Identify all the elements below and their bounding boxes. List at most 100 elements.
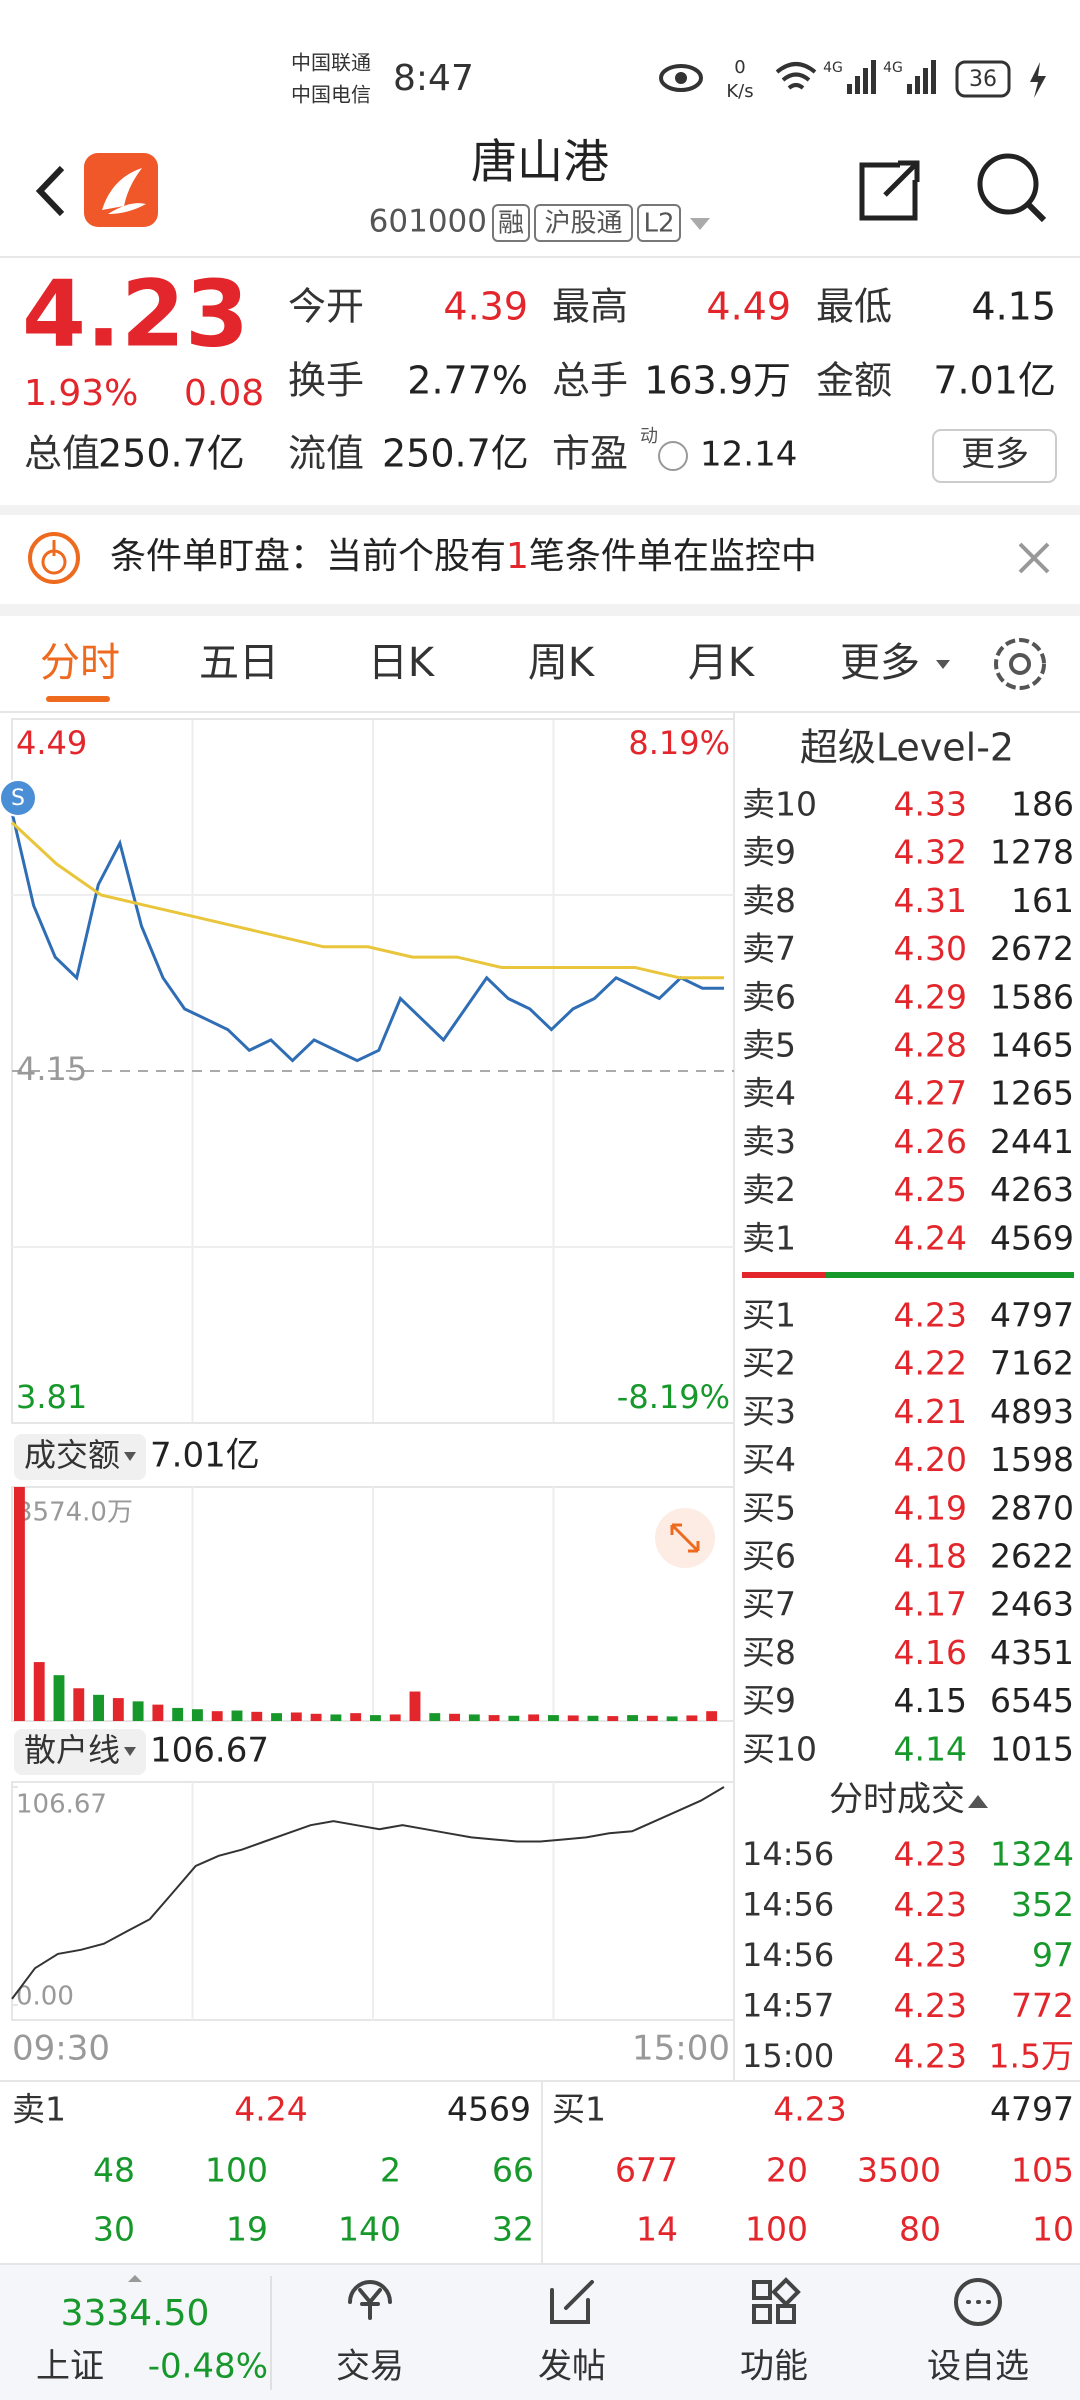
more-button[interactable]: [932, 429, 1057, 483]
book-price: 4.28: [894, 1026, 967, 1065]
battery-frame: [955, 60, 1011, 98]
book-price: 4.24: [894, 1218, 967, 1257]
book-volume: 1586: [990, 977, 1074, 1016]
alert-icon: [28, 532, 80, 584]
book-volume: 1278: [990, 833, 1074, 872]
nav-item[interactable]: 功能: [740, 2347, 808, 2387]
volume-bar: [93, 1694, 104, 1721]
close-button[interactable]: [1018, 542, 1050, 574]
volume-bar: [706, 1711, 718, 1721]
book-price: 4.30: [894, 929, 967, 968]
net-speed: 0: [734, 57, 745, 78]
field-value: 250.7亿: [98, 432, 245, 476]
book-volume: 2672: [990, 929, 1074, 968]
alert-suffix: 笔条件单在监控中: [529, 536, 817, 577]
signal-bar: [847, 84, 852, 94]
nav-icon: [348, 2280, 392, 2320]
book-volume: 6545: [990, 1681, 1074, 1720]
chart-tab[interactable]: 分时: [40, 640, 120, 686]
queue-order: 14: [636, 2210, 678, 2249]
volume-bar: [587, 1715, 599, 1721]
settings-button: [1009, 653, 1031, 675]
book-volume: 2870: [990, 1488, 1074, 1527]
y-tick-label: 106.67: [16, 1790, 107, 1820]
stock-tag: L2: [643, 209, 674, 239]
book-volume: 4797: [990, 1296, 1074, 1335]
volume-bar: [429, 1713, 441, 1721]
book-volume: 161: [1011, 881, 1074, 920]
settings-button[interactable]: [994, 638, 1046, 690]
dropdown-arrow: [936, 660, 950, 669]
volume-bar: [14, 1487, 25, 1721]
book-label: 卖10: [742, 785, 817, 824]
field-value: 4.39: [443, 285, 528, 329]
signal-bar: [907, 84, 912, 94]
trade-price: 4.23: [894, 2037, 967, 2076]
field-label: 市盈: [552, 432, 628, 476]
dropdown-arrow: [124, 1747, 136, 1756]
field-value: 163.9万: [644, 359, 791, 403]
queue-order: 20: [766, 2151, 808, 2190]
signal-marker: [0, 779, 37, 817]
book-volume: 1015: [990, 1729, 1074, 1768]
trade-time: 15:00: [742, 2037, 834, 2075]
share-button[interactable]: [859, 160, 920, 221]
signal-label: 4G: [823, 60, 843, 76]
book-price: 4.25: [894, 1170, 967, 1209]
stock-code: 601000: [369, 204, 487, 240]
trade-time: 14:56: [742, 1886, 834, 1924]
charging-icon: [1030, 62, 1046, 98]
chart-tab[interactable]: 日K: [368, 640, 436, 686]
volume-bar: [488, 1715, 500, 1721]
book-label: 卖4: [742, 1074, 796, 1113]
book-label: 买2: [742, 1344, 796, 1383]
chart-tab[interactable]: 更多: [840, 640, 920, 686]
chart-tab[interactable]: 五日: [199, 640, 279, 686]
nav-item[interactable]: 发帖: [538, 2347, 606, 2387]
book-label: 卖9: [742, 833, 796, 872]
volume-bar: [508, 1715, 520, 1721]
expand-icon: [670, 1523, 700, 1553]
battery-level: 36: [969, 67, 997, 92]
chart-tab[interactable]: 月K: [688, 640, 756, 686]
book-label: 卖7: [742, 929, 796, 968]
label-chip: [14, 1729, 146, 1775]
chart-current: 106.67: [150, 1731, 269, 1771]
nav-item[interactable]: 交易: [336, 2347, 404, 2387]
queue-volume: 4797: [990, 2090, 1074, 2129]
volume-bar: [646, 1715, 658, 1721]
field-label: 换手: [288, 359, 364, 403]
stock-title: 唐山港: [471, 135, 609, 189]
more-button-label[interactable]: 更多: [961, 435, 1029, 475]
series-line: [11, 1786, 725, 2000]
queue-price: 4.23: [773, 2090, 846, 2129]
chart-tab[interactable]: 周K: [528, 640, 596, 686]
signal-bar: [923, 68, 928, 94]
queue-order: 30: [93, 2210, 135, 2249]
signal-bar: [871, 60, 876, 94]
queue-label: 卖1: [12, 2090, 66, 2129]
chart-label: 散户线: [24, 1731, 120, 1769]
book-label: 卖1: [742, 1218, 796, 1257]
index-name: 上证: [36, 2347, 104, 2387]
nav-item[interactable]: 设自选: [927, 2347, 1029, 2387]
signal-bar: [863, 68, 868, 94]
book-label: 卖3: [742, 1122, 796, 1161]
book-volume: 4893: [990, 1392, 1074, 1431]
signal-bar: [855, 76, 860, 94]
info-icon: [658, 441, 688, 471]
book-price: 4.21: [894, 1392, 967, 1431]
volume-bar: [211, 1711, 223, 1721]
book-volume: 7162: [990, 1344, 1074, 1383]
search-button[interactable]: [977, 153, 1039, 215]
queue-order: 140: [338, 2210, 401, 2249]
volume-bar: [310, 1713, 322, 1721]
book-price: 4.29: [894, 977, 967, 1016]
nav-icon: [954, 2278, 1003, 2326]
book-volume: 2463: [990, 1585, 1074, 1624]
search-handle: [1025, 201, 1047, 223]
volume-bar: [350, 1713, 362, 1721]
back-button[interactable]: [35, 165, 65, 217]
alert-count: 1: [506, 536, 529, 577]
